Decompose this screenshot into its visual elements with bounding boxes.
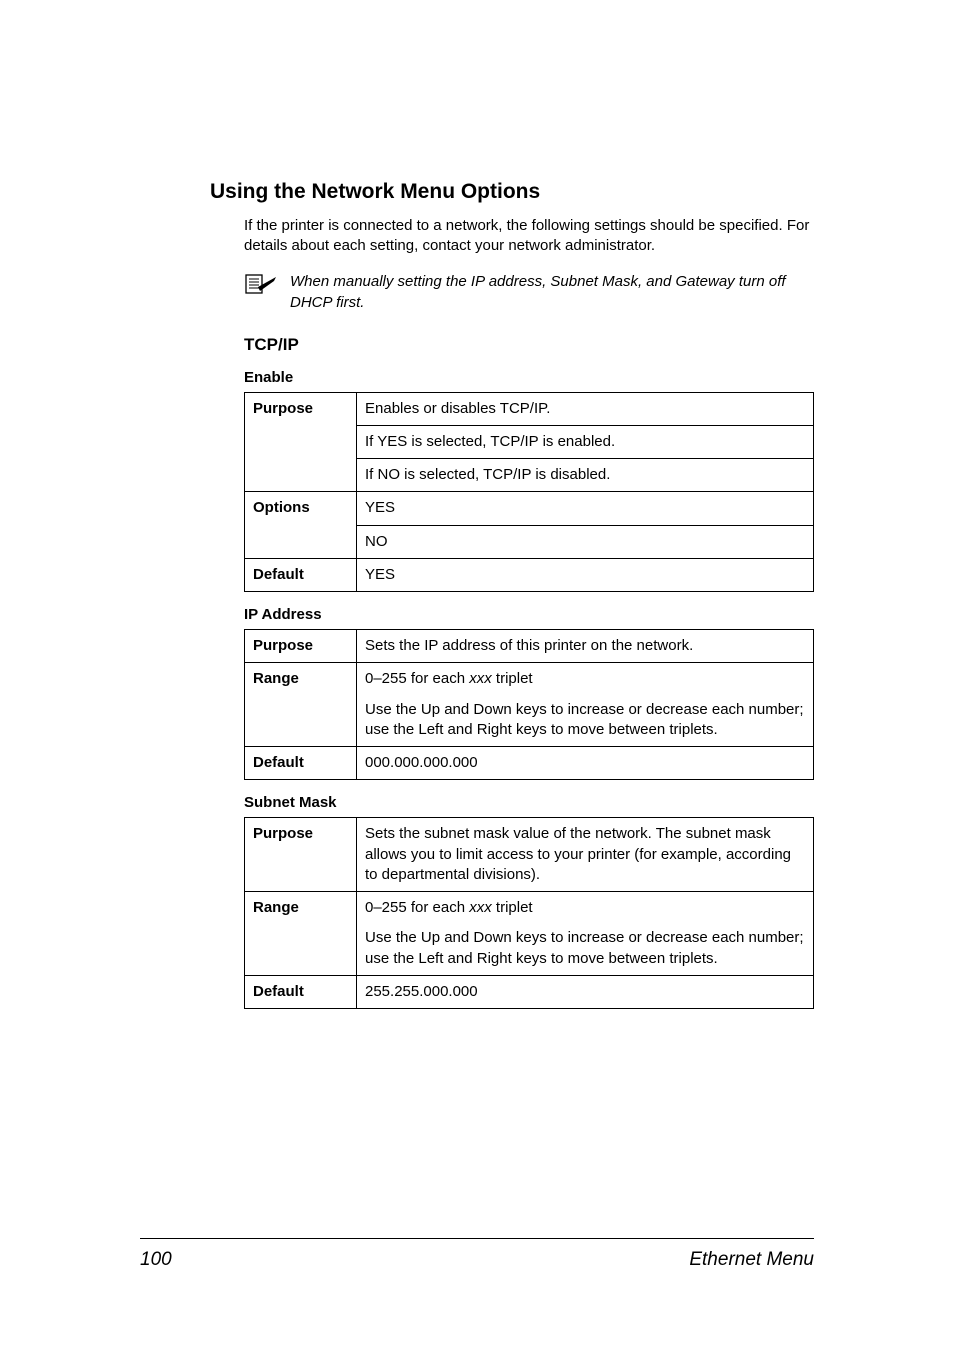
cell-label-default: Default [245, 975, 357, 1008]
ip-range-xxx: xxx [469, 670, 492, 687]
cell-label-range: Range [245, 663, 357, 747]
cell-enable-default: YES [357, 558, 814, 591]
ip-range-prefix: 0–255 for each [365, 670, 469, 687]
page-heading: Using the Network Menu Options [210, 180, 814, 204]
cell-enable-purpose2: If YES is selected, TCP/IP is enabled. [357, 425, 814, 458]
ip-range-suffix: triplet [492, 670, 533, 687]
intro-paragraph: If the printer is connected to a network… [210, 216, 814, 257]
subnet-range-desc: Use the Up and Down keys to increase or … [365, 928, 805, 969]
cell-label-default: Default [245, 747, 357, 780]
ip-range-desc: Use the Up and Down keys to increase or … [365, 700, 805, 741]
note-text: When manually setting the IP address, Su… [290, 271, 814, 313]
footer-page-number: 100 [140, 1249, 172, 1271]
cell-ip-purpose: Sets the IP address of this printer on t… [357, 630, 814, 663]
cell-label-purpose: Purpose [245, 392, 357, 492]
cell-label-range: Range [245, 892, 357, 976]
subnet-range-prefix: 0–255 for each [365, 899, 469, 916]
note-icon [244, 273, 278, 300]
cell-subnet-purpose: Sets the subnet mask value of the networ… [357, 818, 814, 892]
cell-label-purpose: Purpose [245, 818, 357, 892]
cell-ip-range: 0–255 for each xxx triplet Use the Up an… [357, 663, 814, 747]
cell-subnet-default: 255.255.000.000 [357, 975, 814, 1008]
cell-subnet-range: 0–255 for each xxx triplet Use the Up an… [357, 892, 814, 976]
table-enable: Purpose Enables or disables TCP/IP. If Y… [244, 392, 814, 593]
note-block: When manually setting the IP address, Su… [210, 271, 814, 313]
cell-enable-purpose1: Enables or disables TCP/IP. [357, 392, 814, 425]
cell-enable-opt1: YES [357, 492, 814, 525]
subnet-range-suffix: triplet [492, 899, 533, 916]
table-ipaddress: Purpose Sets the IP address of this prin… [244, 629, 814, 780]
subheading-enable: Enable [210, 369, 814, 386]
cell-label-default: Default [245, 558, 357, 591]
subnet-range-xxx: xxx [469, 899, 492, 916]
table-subnet: Purpose Sets the subnet mask value of th… [244, 817, 814, 1009]
subheading-ipaddress: IP Address [210, 606, 814, 623]
cell-label-options: Options [245, 492, 357, 559]
cell-ip-default: 000.000.000.000 [357, 747, 814, 780]
footer-title: Ethernet Menu [689, 1249, 814, 1271]
cell-enable-opt2: NO [357, 525, 814, 558]
cell-label-purpose: Purpose [245, 630, 357, 663]
subheading-subnet: Subnet Mask [210, 794, 814, 811]
cell-enable-purpose3: If NO is selected, TCP/IP is disabled. [357, 459, 814, 492]
section-heading-tcpip: TCP/IP [210, 335, 814, 355]
page-footer: 100 Ethernet Menu [140, 1238, 814, 1271]
